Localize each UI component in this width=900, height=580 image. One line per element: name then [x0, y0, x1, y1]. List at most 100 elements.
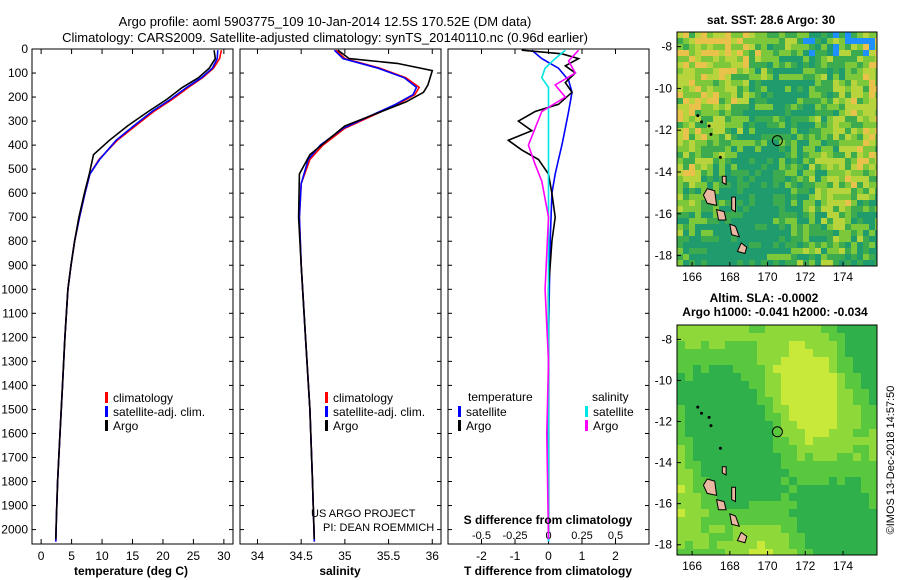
map-cell — [733, 357, 741, 365]
map-cell — [809, 236, 815, 242]
map-cell — [693, 509, 701, 517]
x-tick-label: 35 — [338, 549, 352, 563]
map-cell — [677, 501, 685, 509]
map-cell — [765, 397, 773, 405]
map-cell — [827, 68, 833, 74]
map-cell — [833, 140, 839, 146]
map-cell — [797, 110, 803, 116]
map-cell — [743, 242, 749, 248]
map-cell — [851, 254, 857, 260]
map-cell — [757, 445, 765, 453]
map-cell — [869, 373, 877, 381]
map-cell — [857, 242, 863, 248]
map-cell — [719, 74, 725, 80]
map-cell — [695, 158, 701, 164]
map-cell — [827, 122, 833, 128]
map-cell — [725, 122, 731, 128]
map-cell — [789, 381, 797, 389]
map-cell — [813, 501, 821, 509]
map-cell — [773, 80, 779, 86]
map-cell — [833, 92, 839, 98]
map-cell — [737, 128, 743, 134]
map-cell — [725, 461, 733, 469]
map-cell — [713, 260, 719, 266]
map-cell — [827, 200, 833, 206]
lat-tick-label: -8 — [661, 332, 672, 346]
map-cell — [833, 188, 839, 194]
map-cell — [719, 170, 725, 176]
map-cell — [683, 38, 689, 44]
map-cell — [725, 236, 731, 242]
legend-label: Argo — [466, 419, 492, 433]
map-cell — [765, 341, 773, 349]
map-cell — [755, 200, 761, 206]
map-cell — [677, 493, 685, 501]
map-cell — [749, 413, 757, 421]
map-cell — [857, 128, 863, 134]
map-cell — [695, 50, 701, 56]
map-cell — [805, 533, 813, 541]
map-cell — [833, 134, 839, 140]
map-cell — [779, 218, 785, 224]
map-cell — [809, 68, 815, 74]
map-cell — [809, 116, 815, 122]
map-cell — [829, 533, 837, 541]
map-cell — [845, 110, 851, 116]
map-cell — [767, 248, 773, 254]
map-cell — [737, 116, 743, 122]
map-cell — [749, 116, 755, 122]
map-cell — [821, 365, 829, 373]
map-cell — [791, 236, 797, 242]
depth-tick-label: 1600 — [1, 426, 28, 440]
map-cell — [683, 110, 689, 116]
map-cell — [833, 104, 839, 110]
map-cell — [713, 50, 719, 56]
map-cell — [737, 254, 743, 260]
map-cell — [701, 230, 707, 236]
map-cell — [749, 501, 757, 509]
map-cell — [683, 122, 689, 128]
map-cell — [757, 389, 765, 397]
map-cell — [853, 517, 861, 525]
map-cell — [797, 128, 803, 134]
map-cell — [781, 485, 789, 493]
map-cell — [789, 533, 797, 541]
map-cell — [833, 110, 839, 116]
map-cell — [821, 389, 829, 397]
map-cell — [857, 236, 863, 242]
map-cell — [733, 437, 741, 445]
map-cell — [701, 248, 707, 254]
map-cell — [741, 421, 749, 429]
map-cell — [773, 413, 781, 421]
lon-tick-label: 168 — [720, 559, 740, 573]
map-cell — [869, 44, 875, 50]
map-cell — [749, 164, 755, 170]
map-cell — [773, 176, 779, 182]
map-cell — [683, 68, 689, 74]
map-cell — [693, 413, 701, 421]
map-cell — [821, 128, 827, 134]
map-cell — [677, 38, 683, 44]
map-cell — [719, 110, 725, 116]
map-cell — [821, 437, 829, 445]
map-cell — [731, 98, 737, 104]
lon-tick-label: 166 — [682, 559, 702, 573]
depth-tick-label: 1300 — [1, 354, 28, 368]
map-cell — [815, 98, 821, 104]
map-cell — [791, 254, 797, 260]
map-cell — [717, 541, 725, 549]
map-cell — [815, 224, 821, 230]
map-cell — [685, 381, 693, 389]
map-cell — [733, 453, 741, 461]
map-cell — [869, 224, 875, 230]
map-cell — [773, 509, 781, 517]
map-cell — [839, 236, 845, 242]
series-line-t-argo — [506, 49, 581, 540]
map-cell — [761, 242, 767, 248]
map-cell — [709, 437, 717, 445]
map-cell — [695, 86, 701, 92]
map-cell — [781, 389, 789, 397]
map-cell — [839, 146, 845, 152]
map-cell — [737, 38, 743, 44]
map-cell — [853, 485, 861, 493]
